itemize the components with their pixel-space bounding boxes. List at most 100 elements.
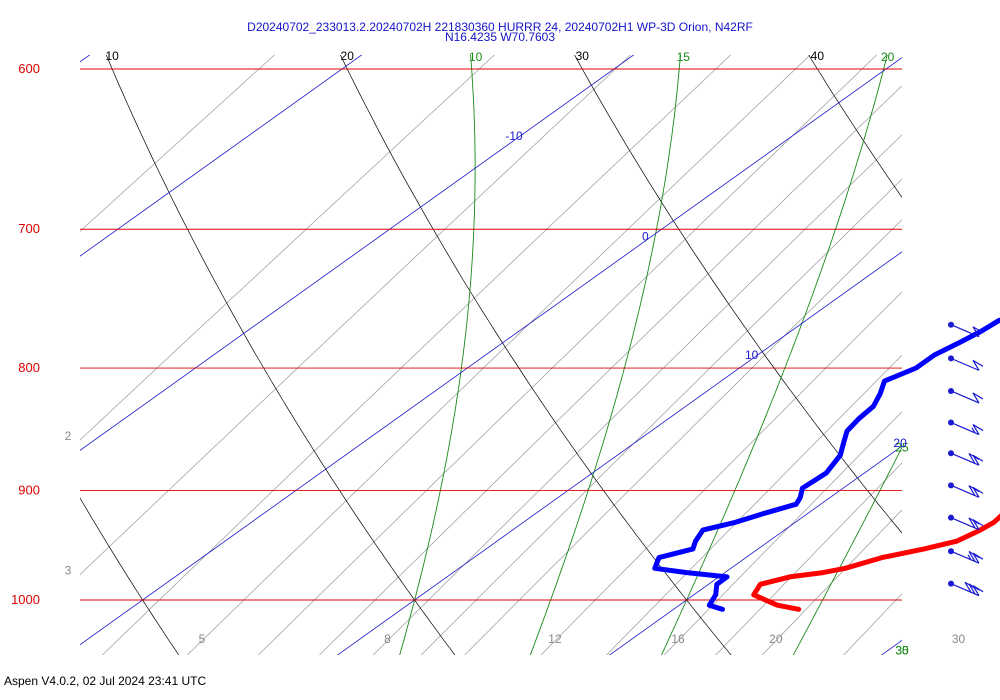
mixing-ratio-label: 30 bbox=[952, 632, 966, 646]
grid-labels: 235812162030401020304050101520253035-100… bbox=[11, 49, 966, 658]
wind-barb-feather bbox=[968, 517, 980, 525]
wind-barb-feather bbox=[968, 453, 980, 461]
moist-adiabat-line bbox=[792, 446, 902, 655]
mixing-ratio-label: 20 bbox=[769, 632, 783, 646]
dry-adiabat-line bbox=[340, 55, 732, 655]
wind-barbs bbox=[948, 321, 984, 597]
wind-barb-half-feather bbox=[971, 427, 976, 434]
isotherm-line bbox=[336, 251, 902, 655]
wind-barb-feather bbox=[972, 326, 984, 334]
mixing-ratio-line bbox=[761, 509, 902, 655]
dry-adiabat-label: 30 bbox=[576, 49, 590, 63]
moist-adiabat-label: 35 bbox=[895, 644, 909, 658]
mixing-ratio-line bbox=[464, 219, 902, 655]
mixing-ratio-label: 8 bbox=[384, 632, 391, 646]
wind-barb bbox=[948, 580, 984, 597]
mixing-ratio-line bbox=[257, 55, 878, 655]
chart-title-line1: D20240702_233013.2.20240702H 221830360 H… bbox=[247, 20, 753, 34]
moist-adiabat-line bbox=[923, 0, 1000, 661]
mixing-ratio-line bbox=[80, 55, 275, 232]
moist-adiabat-label: 30 bbox=[895, 644, 909, 658]
mixing-ratio-line bbox=[80, 55, 495, 441]
mixing-ratio-line bbox=[101, 55, 732, 655]
wind-barb-feather bbox=[972, 552, 984, 560]
wind-barb-half-feather bbox=[967, 554, 972, 561]
chart-title-line2: N16.4235 W70.7603 bbox=[445, 30, 555, 44]
isotherm-label: -10 bbox=[505, 129, 523, 143]
moist-adiabat-label: 25 bbox=[895, 441, 909, 455]
wind-barb-staff bbox=[950, 324, 980, 338]
mixing-ratio-line bbox=[372, 134, 902, 655]
isotherm-line bbox=[608, 445, 902, 655]
wind-barb-feather bbox=[964, 581, 976, 589]
wind-barb-feather bbox=[968, 485, 980, 493]
wind-barb-feather bbox=[972, 424, 984, 432]
mixing-ratio-line bbox=[606, 354, 902, 655]
mixing-ratio-line bbox=[540, 291, 902, 655]
wind-barb bbox=[948, 514, 984, 531]
wind-barb-feather bbox=[972, 359, 984, 367]
wind-barb-feather bbox=[964, 581, 972, 593]
moist-adiabat-label: 10 bbox=[469, 50, 483, 64]
wind-barb bbox=[948, 548, 984, 564]
dewpoint-profile bbox=[652, 317, 1000, 612]
wind-barb-feather bbox=[972, 585, 984, 593]
wind-barb-feather bbox=[972, 519, 984, 527]
mixing-ratio-label: 3 bbox=[65, 563, 72, 577]
mixing-ratio-label: 12 bbox=[548, 632, 562, 646]
wind-barb-feather bbox=[972, 360, 980, 371]
mixing-ratio-line bbox=[663, 411, 902, 655]
wind-barb-feather bbox=[968, 453, 976, 464]
mixing-ratio-line bbox=[80, 55, 631, 576]
pressure-label: 600 bbox=[18, 61, 40, 76]
wind-barb bbox=[948, 482, 984, 498]
wind-barb-feather bbox=[972, 392, 980, 404]
wind-barb-feather bbox=[972, 454, 984, 462]
isobars bbox=[80, 68, 902, 601]
wind-barb-feather bbox=[972, 424, 980, 435]
wind-barb bbox=[948, 387, 984, 404]
wind-barb-feather bbox=[968, 550, 980, 559]
moist-adiabat-label: 20 bbox=[881, 50, 895, 64]
isotherm-label: 10 bbox=[745, 348, 759, 362]
wind-barb-feather bbox=[968, 583, 980, 591]
mixing-ratio-line bbox=[715, 462, 902, 655]
mixing-ratio-label: 5 bbox=[199, 632, 206, 646]
wind-barb-staff bbox=[950, 357, 980, 371]
mixing-ratio-line bbox=[319, 85, 902, 655]
wind-barb-feather bbox=[972, 486, 984, 494]
mixing-ratio-label: 16 bbox=[671, 632, 685, 646]
wind-barb-staff bbox=[950, 390, 980, 404]
mixing-ratio-line bbox=[940, 0, 1000, 661]
mixing-ratio-label: 2 bbox=[65, 429, 72, 443]
wind-barb-feather bbox=[972, 392, 984, 400]
sounding-profiles bbox=[652, 317, 1000, 612]
wind-barb-feather bbox=[968, 551, 976, 562]
isotherm-line bbox=[80, 55, 91, 63]
dry-adiabat-line bbox=[105, 55, 456, 655]
isotherm-line bbox=[80, 55, 635, 451]
pressure-label: 900 bbox=[18, 482, 40, 497]
isotherm-line bbox=[80, 57, 902, 646]
mixing-ratio-line bbox=[186, 55, 811, 655]
dry-adiabat-line bbox=[574, 55, 902, 534]
isotherm-label: 0 bbox=[642, 230, 649, 244]
moist-adiabats bbox=[399, 0, 1000, 661]
dry-adiabats bbox=[80, 55, 902, 655]
moist-adiabat-line bbox=[529, 55, 681, 655]
wind-barb-feather bbox=[968, 517, 976, 529]
wind-barb-feather bbox=[968, 485, 976, 496]
wind-barb bbox=[948, 355, 984, 371]
mixing-ratio-lines bbox=[80, 0, 1000, 661]
moist-adiabat-label: 15 bbox=[677, 50, 691, 64]
wind-barb-feather bbox=[972, 326, 980, 338]
dry-adiabat-label: 10 bbox=[105, 49, 119, 63]
mixing-ratio-line bbox=[420, 178, 902, 655]
isotherm-line bbox=[80, 55, 363, 257]
footer-version: Aspen V4.0.2, 02 Jul 2024 23:41 UTC bbox=[4, 674, 207, 688]
dry-adiabat-line bbox=[808, 55, 902, 198]
wind-barb bbox=[948, 321, 984, 338]
wind-barb bbox=[948, 419, 984, 436]
dry-adiabat-line bbox=[80, 497, 180, 655]
